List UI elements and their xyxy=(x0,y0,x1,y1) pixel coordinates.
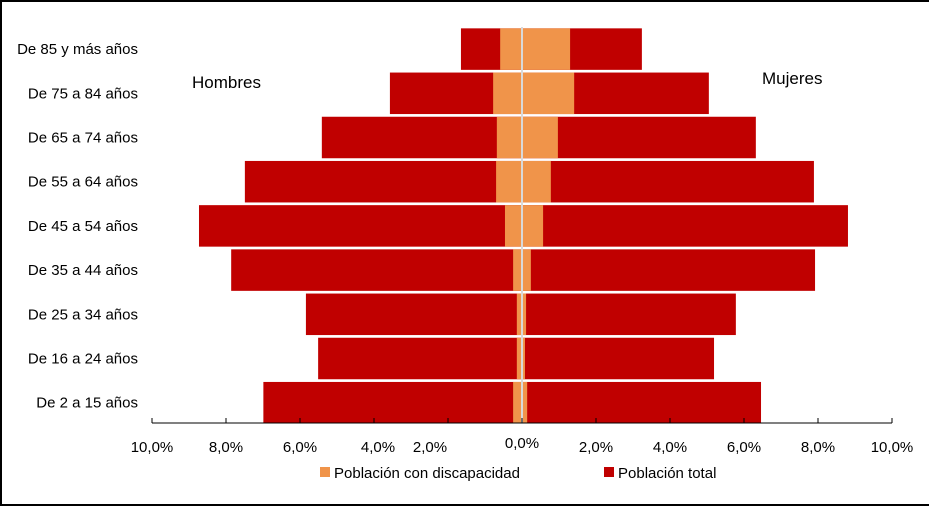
bar-total-hombres xyxy=(321,116,522,159)
category-label: De 35 a 44 años xyxy=(28,262,138,279)
bar-total-mujeres xyxy=(522,160,814,203)
category-label: De 65 a 74 años xyxy=(28,130,138,147)
x-tick-label: 10,0% xyxy=(131,439,174,456)
bar-discapacidad-mujeres xyxy=(522,249,531,291)
bar-total-hombres xyxy=(318,337,522,380)
bars-group xyxy=(198,28,848,424)
bar-discapacidad-hombres xyxy=(500,28,522,70)
bar-discapacidad-mujeres xyxy=(522,293,527,336)
x-tick-label: 4,0% xyxy=(361,439,395,456)
side-label-right: Mujeres xyxy=(762,69,822,88)
x-tick-label: 6,0% xyxy=(283,439,317,456)
bar-discapacidad-hombres xyxy=(516,337,522,380)
category-label: De 45 a 54 años xyxy=(28,218,138,235)
x-tick-label: 0,0% xyxy=(505,435,539,452)
bar-total-hombres xyxy=(244,160,522,203)
bar-discapacidad-mujeres xyxy=(522,160,551,203)
bar-discapacidad-mujeres xyxy=(522,381,528,424)
x-tick-label: 8,0% xyxy=(209,439,243,456)
legend-swatch-discapacidad xyxy=(320,467,330,477)
x-tick-label: 2,0% xyxy=(579,439,613,456)
bar-total-mujeres xyxy=(522,293,736,336)
category-label: De 75 a 84 años xyxy=(28,85,138,102)
legend-label-total: Población total xyxy=(618,465,716,482)
category-label: De 55 a 64 años xyxy=(28,174,138,191)
legend-label-discapacidad: Población con discapacidad xyxy=(334,465,520,482)
bar-discapacidad-mujeres xyxy=(522,72,575,115)
bar-discapacidad-mujeres xyxy=(522,205,544,247)
bar-total-mujeres xyxy=(522,205,848,247)
category-label: De 25 a 34 años xyxy=(28,306,138,323)
category-label: De 85 y más años xyxy=(17,41,138,58)
bar-total-hombres xyxy=(263,381,522,424)
bar-total-hombres xyxy=(198,205,523,247)
category-labels: De 85 y más años De 75 a 84 años De 65 a 7… xyxy=(17,41,138,412)
x-tick-label: 2,0% xyxy=(413,439,447,456)
bar-discapacidad-hombres xyxy=(513,249,522,291)
bar-discapacidad-hombres xyxy=(493,72,522,115)
bar-discapacidad-hombres xyxy=(513,381,522,424)
bar-discapacidad-hombres xyxy=(516,293,522,336)
bar-discapacidad-mujeres xyxy=(522,116,558,159)
bar-discapacidad-mujeres xyxy=(522,337,525,380)
bar-total-mujeres xyxy=(522,116,756,159)
legend: Población con discapacidad Población tot… xyxy=(320,465,716,482)
side-label-left: Hombres xyxy=(192,73,261,92)
bar-total-mujeres xyxy=(522,381,762,424)
bar-total-hombres xyxy=(231,249,522,291)
category-label: De 16 a 24 años xyxy=(28,351,138,368)
bar-total-hombres xyxy=(305,293,522,336)
bar-discapacidad-hombres xyxy=(504,205,522,247)
category-label: De 2 a 15 años xyxy=(36,395,138,412)
x-axis: 10,0% 8,0% 6,0% 4,0% 2,0% 0,0% 2,0% 4,0% 6,0% 8,0… xyxy=(131,418,914,456)
bar-total-mujeres xyxy=(522,249,816,291)
bar-discapacidad-mujeres xyxy=(522,28,571,70)
x-tick-label: 6,0% xyxy=(727,439,761,456)
x-tick-label: 4,0% xyxy=(653,439,687,456)
legend-swatch-total xyxy=(604,467,614,477)
x-tick-label: 10,0% xyxy=(871,439,914,456)
bar-discapacidad-hombres xyxy=(496,116,522,159)
bar-discapacidad-hombres xyxy=(496,160,522,203)
x-tick-label: 8,0% xyxy=(801,439,835,456)
bar-total-mujeres xyxy=(522,337,715,380)
